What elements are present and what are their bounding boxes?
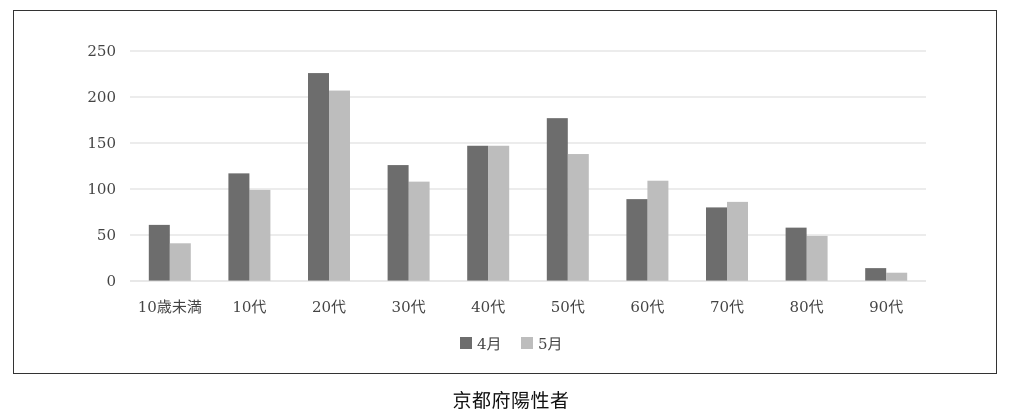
x-category-label: 20代: [312, 298, 346, 316]
chart-svg: 0 50 100 150 200 250 10歳未満 10代 20代 30代 40代 50代 60代 7…: [87, 42, 926, 353]
chart-frame: 0 50 100 150 200 250 10歳未満 10代 20代 30代 40代 50代 60代 7…: [13, 10, 997, 374]
x-category-label: 60代: [630, 298, 664, 316]
y-tick-label: 100: [87, 180, 116, 198]
bar-may: [169, 243, 191, 281]
bar-april: [865, 268, 887, 281]
bars: [148, 73, 908, 281]
bar-april: [228, 173, 250, 281]
legend-label-may: 5月: [538, 335, 563, 353]
y-tick-label: 50: [97, 226, 116, 244]
bar-may: [249, 189, 271, 281]
bar-may: [727, 201, 748, 281]
x-category-label: 10歳未満: [138, 298, 202, 316]
bar-april: [467, 145, 489, 281]
x-category-label: 70代: [710, 298, 744, 316]
x-category-label: 80代: [790, 298, 824, 316]
legend-swatch-april: [460, 337, 472, 349]
legend-label-april: 4月: [477, 335, 502, 353]
y-tick-label: 250: [87, 42, 116, 60]
bar-april: [626, 199, 648, 281]
bar-april: [785, 227, 807, 281]
x-category-label: 50代: [551, 298, 585, 316]
y-tick-label: 0: [106, 272, 116, 290]
x-category-label: 40代: [471, 298, 505, 316]
bar-april: [706, 207, 727, 281]
bar-may: [647, 180, 669, 281]
x-category-label: 30代: [392, 298, 426, 316]
chart-caption: 京都府陽性者: [452, 390, 570, 412]
x-category-label: 90代: [869, 298, 903, 316]
bar-april: [546, 118, 568, 281]
bar-may: [488, 145, 510, 281]
bar-may: [567, 154, 589, 281]
y-axis-ticks: 0 50 100 150 200 250: [87, 42, 116, 290]
bar-april: [308, 73, 329, 281]
legend-swatch-may: [521, 337, 533, 349]
x-axis-category-labels: 10歳未満 10代 20代 30代 40代 50代 60代 70代 80代 90代: [138, 298, 903, 316]
y-tick-label: 150: [87, 134, 116, 152]
bar-april: [148, 224, 170, 281]
bar-may: [806, 235, 828, 281]
bar-may: [329, 90, 350, 281]
y-tick-label: 200: [87, 88, 116, 106]
legend: 4月 5月: [460, 335, 563, 353]
bar-april: [387, 165, 409, 281]
x-category-label: 10代: [232, 298, 266, 316]
bar-may: [408, 181, 430, 281]
bar-may: [886, 272, 908, 281]
